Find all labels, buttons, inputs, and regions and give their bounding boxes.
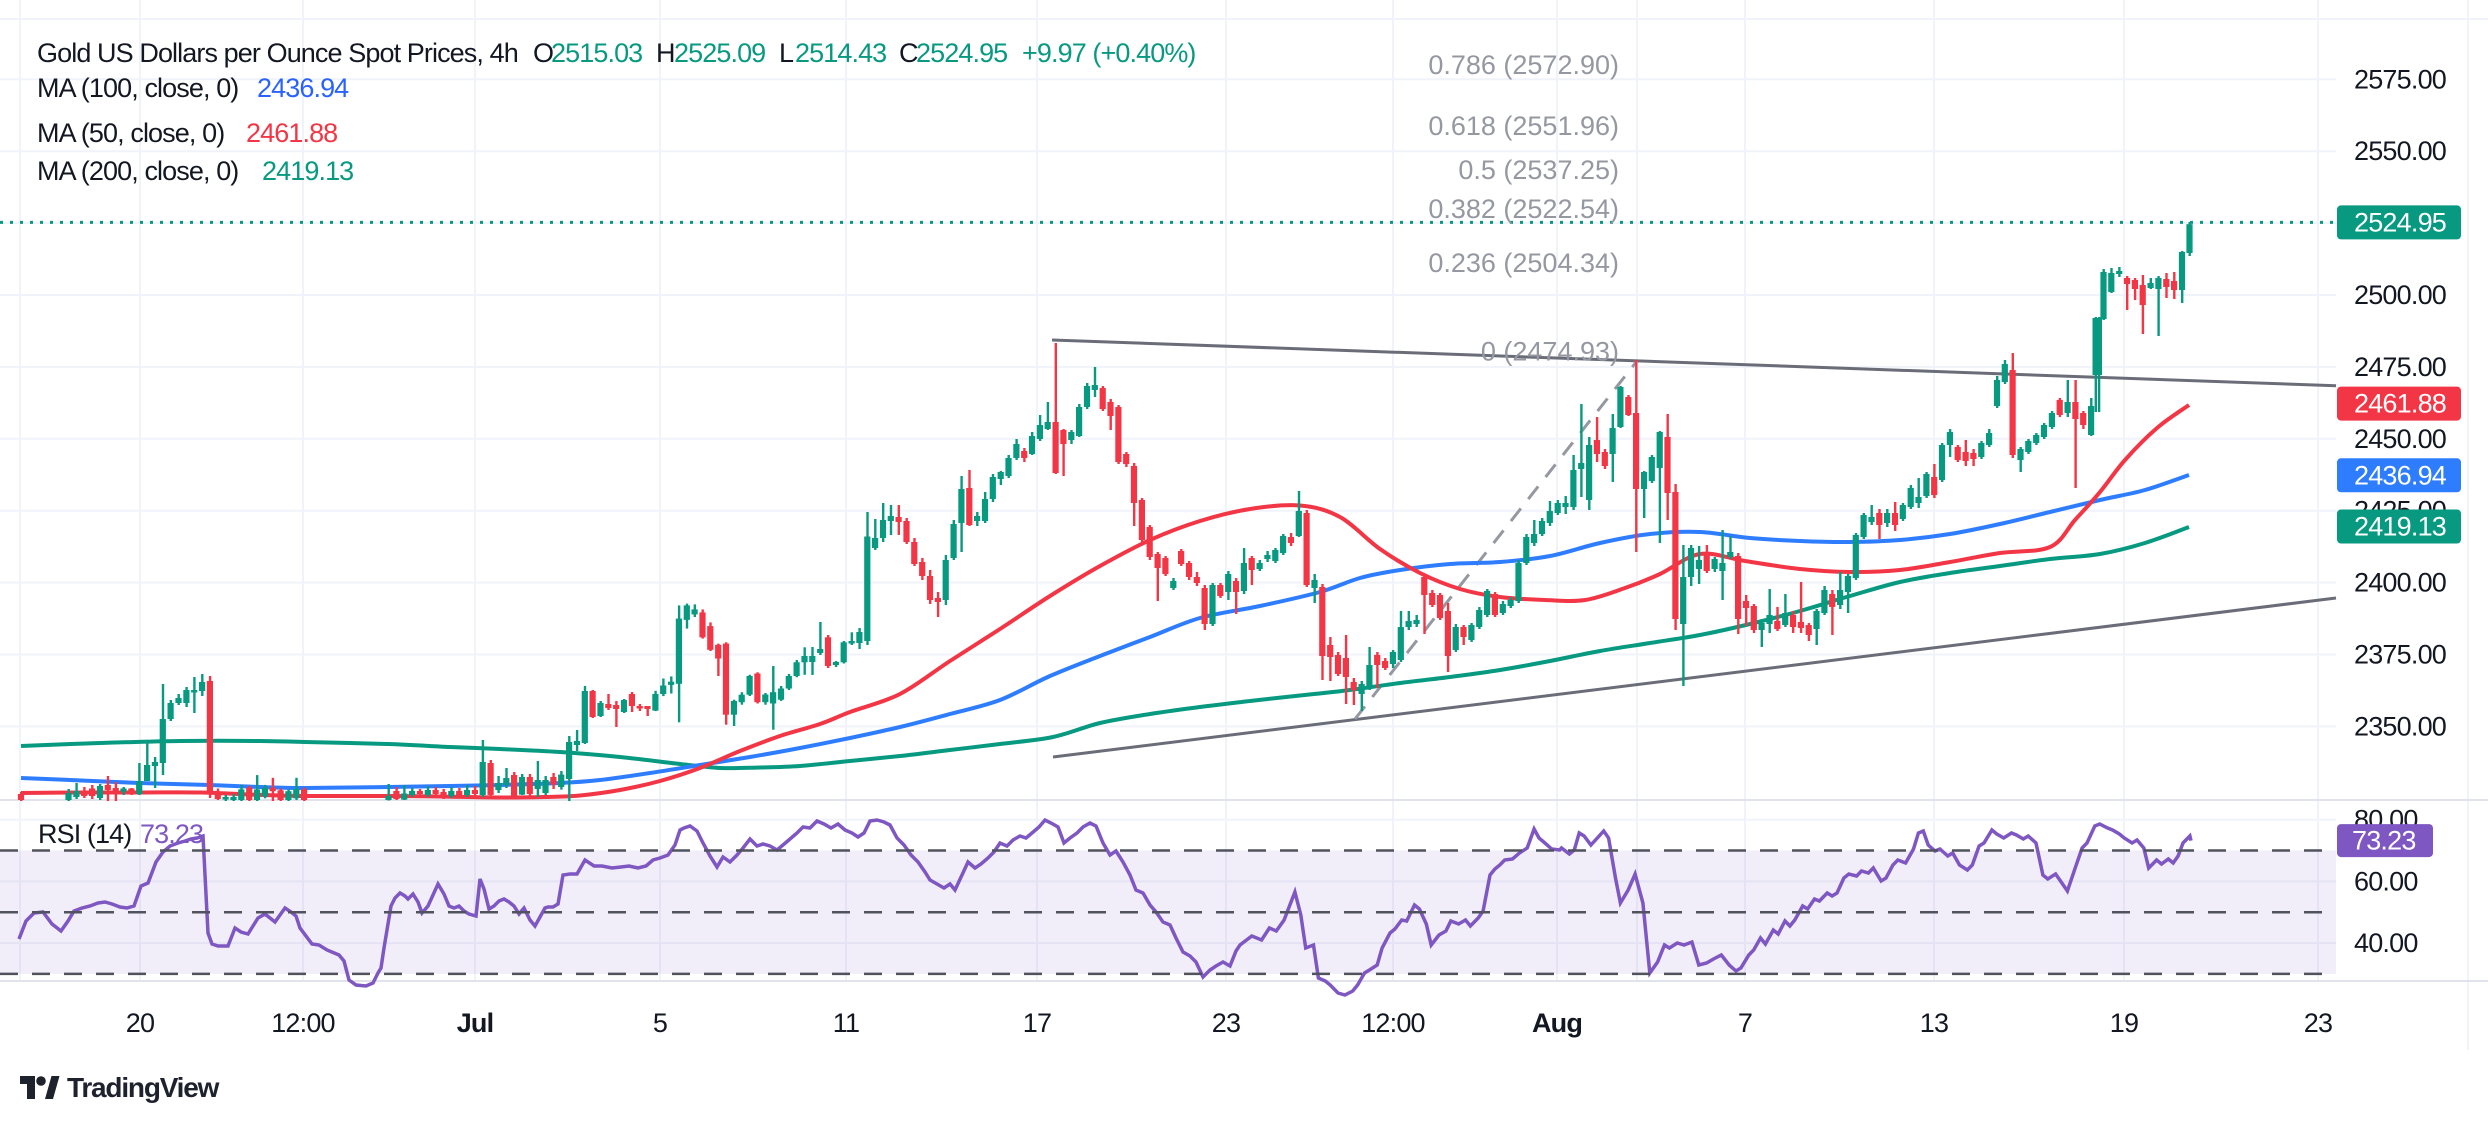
svg-text:13: 13	[1920, 1008, 1948, 1038]
svg-text:2436.94: 2436.94	[2354, 460, 2447, 490]
svg-text:2461.88: 2461.88	[246, 118, 337, 148]
svg-text:0.618 (2551.96): 0.618 (2551.96)	[1428, 111, 1619, 141]
svg-text:2375.00: 2375.00	[2354, 640, 2446, 670]
svg-text:12:00: 12:00	[1361, 1008, 1425, 1038]
svg-text:19: 19	[2110, 1008, 2138, 1038]
svg-text:Aug: Aug	[1532, 1008, 1582, 1038]
svg-text:73.23: 73.23	[2352, 826, 2416, 856]
svg-text:2514.43: 2514.43	[795, 38, 886, 68]
svg-text:7: 7	[1738, 1008, 1752, 1038]
svg-text:2436.94: 2436.94	[257, 73, 349, 103]
svg-text:2525.09: 2525.09	[674, 38, 765, 68]
svg-text:40.00: 40.00	[2354, 928, 2418, 958]
svg-text:2524.95: 2524.95	[916, 38, 1007, 68]
svg-text:2500.00: 2500.00	[2354, 280, 2446, 310]
svg-text:MA (50, close, 0): MA (50, close, 0)	[37, 118, 224, 148]
svg-text:12:00: 12:00	[271, 1008, 335, 1038]
svg-text:17: 17	[1023, 1008, 1051, 1038]
svg-text:5: 5	[653, 1008, 667, 1038]
svg-text:2524.95: 2524.95	[2354, 207, 2446, 237]
svg-text:H: H	[656, 38, 675, 68]
svg-text:23: 23	[1212, 1008, 1240, 1038]
svg-text:2575.00: 2575.00	[2354, 64, 2446, 94]
svg-text:20: 20	[126, 1008, 154, 1038]
svg-text:2475.00: 2475.00	[2354, 352, 2446, 382]
svg-text:2461.88: 2461.88	[2354, 389, 2446, 419]
svg-text:RSI (14): RSI (14)	[38, 819, 131, 849]
svg-text:TradingView: TradingView	[67, 1072, 220, 1103]
svg-text:2550.00: 2550.00	[2354, 136, 2446, 166]
svg-text:Gold US Dollars per Ounce Spot: Gold US Dollars per Ounce Spot Prices, 4…	[37, 38, 518, 68]
svg-text:73.23: 73.23	[140, 819, 203, 849]
svg-text:C: C	[899, 38, 918, 68]
svg-text:2450.00: 2450.00	[2354, 424, 2446, 454]
svg-text:Jul: Jul	[457, 1008, 494, 1038]
svg-text:MA (100, close, 0): MA (100, close, 0)	[37, 73, 238, 103]
svg-text:11: 11	[833, 1008, 859, 1038]
svg-text:2350.00: 2350.00	[2354, 711, 2446, 741]
svg-text:0.382 (2522.54): 0.382 (2522.54)	[1428, 194, 1619, 224]
svg-text:+9.97 (+0.40%): +9.97 (+0.40%)	[1022, 38, 1196, 68]
svg-text:0.236 (2504.34): 0.236 (2504.34)	[1428, 248, 1619, 278]
svg-text:0.786 (2572.90): 0.786 (2572.90)	[1428, 50, 1619, 80]
svg-text:L: L	[779, 38, 794, 68]
svg-text:0.5 (2537.25): 0.5 (2537.25)	[1458, 155, 1619, 185]
svg-text:O: O	[533, 38, 553, 68]
svg-text:2419.13: 2419.13	[2354, 512, 2446, 542]
svg-text:0 (2474.93): 0 (2474.93)	[1481, 337, 1619, 367]
svg-text:2400.00: 2400.00	[2354, 568, 2446, 598]
svg-text:2419.13: 2419.13	[262, 156, 353, 186]
svg-text:23: 23	[2304, 1008, 2332, 1038]
svg-text:MA (200, close, 0): MA (200, close, 0)	[37, 156, 238, 186]
svg-text:60.00: 60.00	[2354, 866, 2418, 896]
svg-text:2515.03: 2515.03	[551, 38, 642, 68]
